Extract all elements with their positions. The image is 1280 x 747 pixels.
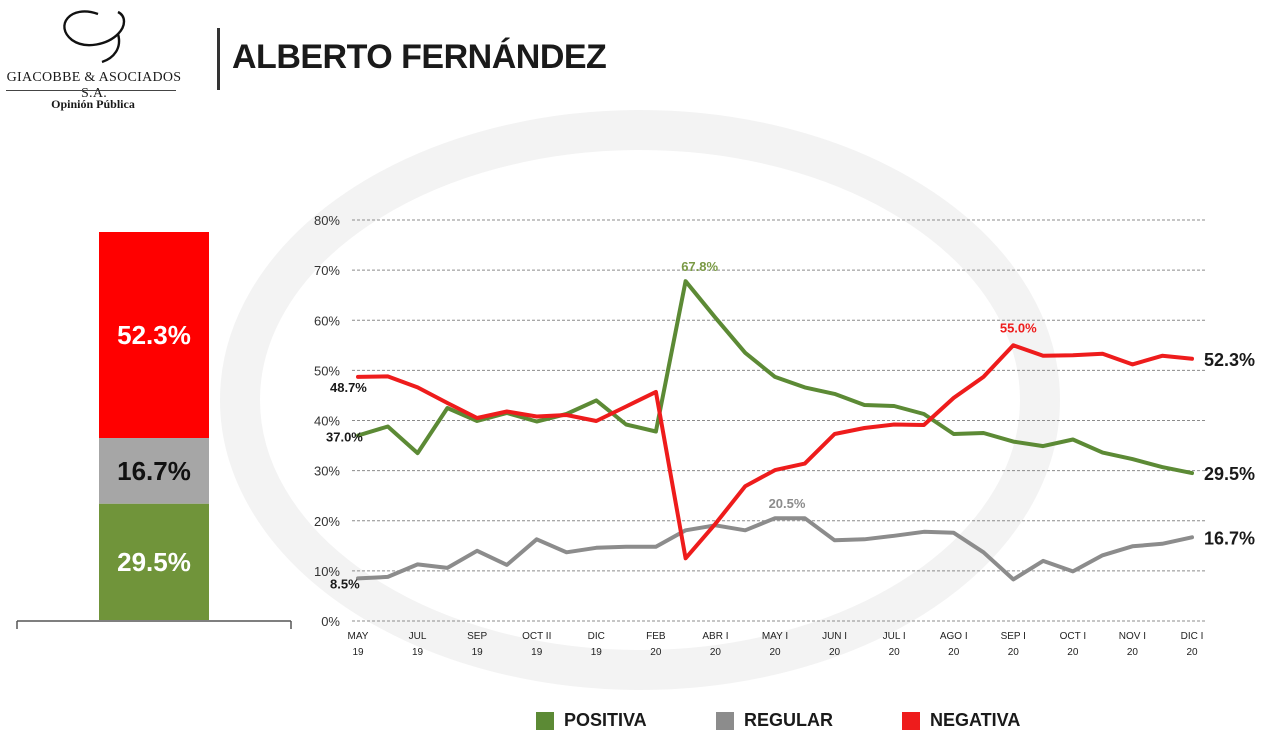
brand-subtitle: Opinión Pública xyxy=(51,97,135,111)
stack-segment-label-1: 16.7% xyxy=(117,456,191,486)
y-tick-label: 20% xyxy=(314,514,340,529)
x-tick-label-year: 20 xyxy=(1067,647,1079,658)
x-tick-label-year: 19 xyxy=(591,647,603,658)
data-label-positiva: 29.5% xyxy=(1204,464,1255,484)
y-tick-label: 30% xyxy=(314,464,340,479)
data-label-positiva: 37.0% xyxy=(326,430,363,445)
data-label-regular: 20.5% xyxy=(769,496,806,511)
y-tick-label: 40% xyxy=(314,414,340,429)
stack-segment-label-0: 52.3% xyxy=(117,320,191,350)
x-tick-label-year: 20 xyxy=(1008,647,1020,658)
legend-label-regular: REGULAR xyxy=(744,710,833,730)
x-tick-label: SEP I xyxy=(1001,631,1026,642)
stack-segment-1 xyxy=(99,438,209,504)
x-tick-label-year: 20 xyxy=(769,647,781,658)
x-tick-label: SEP xyxy=(467,631,487,642)
x-tick-label: ABR I xyxy=(702,631,728,642)
data-label-positiva: 67.8% xyxy=(681,259,718,274)
y-tick-label: 10% xyxy=(314,564,340,579)
stack-segment-0 xyxy=(99,232,209,439)
legend-swatch-positiva xyxy=(536,711,554,730)
summary-stacked-bar: 52.3% 16.7% 29.5% xyxy=(16,232,292,629)
x-tick-label-year: 19 xyxy=(412,647,424,658)
legend-label-positiva: POSITIVA xyxy=(564,710,647,730)
background-watermark xyxy=(220,110,1060,690)
x-tick-label: FEB xyxy=(646,631,666,642)
series-line-positiva xyxy=(356,279,1194,476)
x-tick-label-year: 19 xyxy=(352,647,364,658)
x-tick-label: DIC xyxy=(588,631,605,642)
legend-item-regular: REGULAR xyxy=(716,710,833,731)
x-tick-label-year: 20 xyxy=(948,647,960,658)
y-axis-ticks: 0% 10% 20% 30% 40% 50% 60% 70% 80% xyxy=(314,213,340,629)
x-tick-label: JUL xyxy=(409,631,427,642)
x-tick-label-year: 20 xyxy=(1127,647,1139,658)
x-tick-label-year: 20 xyxy=(829,647,841,658)
x-tick-label-year: 19 xyxy=(531,647,543,658)
x-tick-label: NOV I xyxy=(1119,631,1146,642)
chart-series xyxy=(356,279,1194,582)
y-tick-label: 70% xyxy=(314,263,340,278)
stack-segment-label-2: 29.5% xyxy=(117,547,191,577)
x-axis-ticks: MAY 19 JUL 19 SEP 19 OCT II 19 DIC 19 FEB 20 ABR I 20… xyxy=(348,631,1204,658)
x-tick-label: OCT I xyxy=(1060,631,1086,642)
y-tick-label: 80% xyxy=(314,213,340,228)
y-tick-label: 50% xyxy=(314,363,340,378)
x-tick-label-year: 20 xyxy=(710,647,722,658)
logo-swirl-icon xyxy=(63,10,126,64)
chart-data-labels: 37.0% 67.8% 29.5% 8.5% 20.5% 16.7% 48.7% 55.0% 5… xyxy=(326,259,1255,591)
brand-divider xyxy=(6,90,176,91)
x-tick-label: JUL I xyxy=(883,631,906,642)
y-tick-label: 0% xyxy=(321,614,340,629)
x-tick-label: JUN I xyxy=(822,631,847,642)
stack-segment-2 xyxy=(99,503,209,620)
data-label-negativa: 55.0% xyxy=(1000,320,1037,335)
legend-label-negativa: NEGATIVA xyxy=(930,710,1021,730)
watermark-ring xyxy=(220,110,1060,690)
chart-legend: POSITIVA REGULAR NEGATIVA xyxy=(0,710,1280,738)
series-line-negativa xyxy=(356,343,1194,561)
x-tick-label-year: 20 xyxy=(1186,647,1198,658)
legend-swatch-regular xyxy=(716,711,734,730)
data-label-regular: 8.5% xyxy=(330,576,360,591)
data-label-negativa: 52.3% xyxy=(1204,350,1255,370)
x-tick-label: OCT II xyxy=(522,631,551,642)
page-title: ALBERTO FERNÁNDEZ xyxy=(232,38,607,76)
legend-item-positiva: POSITIVA xyxy=(536,710,647,731)
x-tick-label-year: 20 xyxy=(650,647,662,658)
x-tick-label: MAY I xyxy=(762,631,788,642)
x-tick-label: AGO I xyxy=(940,631,968,642)
legend-swatch-negativa xyxy=(902,711,920,730)
legend-item-negativa: NEGATIVA xyxy=(902,710,1020,731)
data-label-negativa: 48.7% xyxy=(330,380,367,395)
x-tick-label-year: 19 xyxy=(472,647,484,658)
y-tick-label: 60% xyxy=(314,313,340,328)
x-tick-label: DIC I xyxy=(1181,631,1204,642)
title-divider xyxy=(217,28,220,90)
line-chart: 0% 10% 20% 30% 40% 50% 60% 70% 80% MAY 19 JUL 19 SEP… xyxy=(220,110,1255,690)
data-label-regular: 16.7% xyxy=(1204,528,1255,548)
x-tick-label: MAY xyxy=(348,631,369,642)
x-tick-label-year: 20 xyxy=(889,647,901,658)
brand-name: GIACOBBE & ASOCIADOS S.A. xyxy=(6,70,182,101)
series-line-regular xyxy=(356,516,1194,582)
